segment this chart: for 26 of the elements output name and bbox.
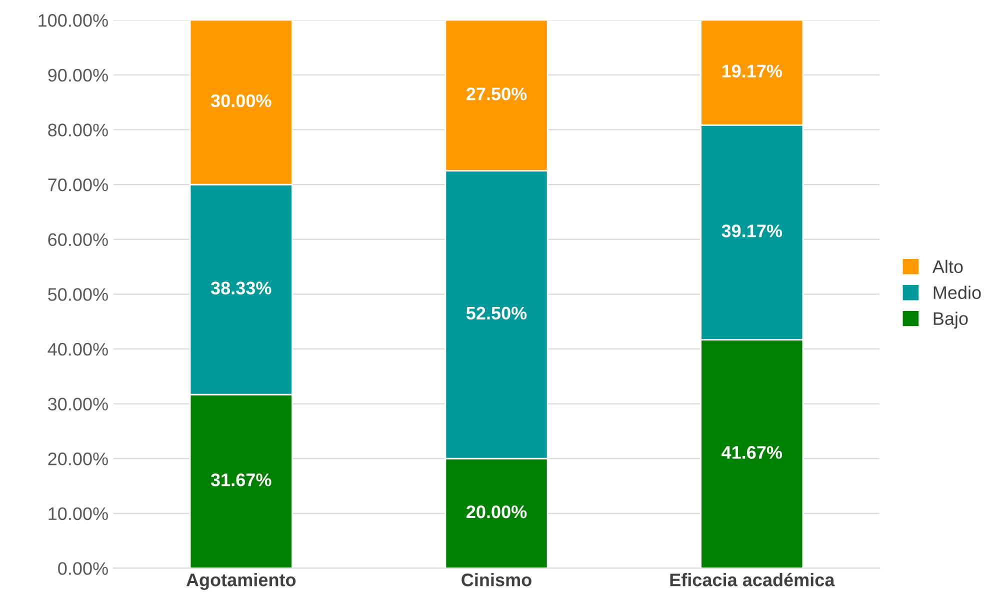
data-label: 31.67% bbox=[210, 473, 272, 486]
data-label: 39.17% bbox=[722, 224, 782, 238]
data-label: 41.67% bbox=[722, 446, 782, 459]
y-tick-label: 100.00% bbox=[38, 14, 108, 27]
data-label: 27.50% bbox=[466, 88, 527, 100]
y-tick-label: 40.00% bbox=[48, 342, 108, 356]
y-tick-label: 70.00% bbox=[48, 178, 108, 192]
data-label: 30.00% bbox=[210, 94, 272, 108]
y-tick-label: 90.00% bbox=[48, 68, 108, 82]
x-tick-label: Agotamiento bbox=[186, 573, 296, 590]
y-tick-label: 0.00% bbox=[58, 562, 108, 575]
y-tick-label: 80.00% bbox=[48, 124, 108, 136]
data-label: 38.33% bbox=[210, 282, 272, 294]
y-tick-label: 30.00% bbox=[48, 398, 108, 410]
y-tick-label: 60.00% bbox=[48, 233, 108, 246]
data-label: 19.17% bbox=[722, 64, 782, 78]
x-tick-label: Cinismo bbox=[462, 573, 532, 586]
y-tick-label: 50.00% bbox=[48, 288, 108, 301]
y-tick-label: 20.00% bbox=[48, 452, 108, 466]
legend-label: Alto bbox=[932, 260, 963, 274]
legend-label: Medio bbox=[934, 286, 981, 300]
data-label: 52.50% bbox=[466, 306, 527, 320]
legend-label: Bajo bbox=[934, 312, 968, 329]
y-tick-label: 10.00% bbox=[48, 507, 108, 520]
data-label: 20.00% bbox=[466, 505, 527, 518]
x-tick-label: Eficacia académica bbox=[670, 572, 835, 586]
